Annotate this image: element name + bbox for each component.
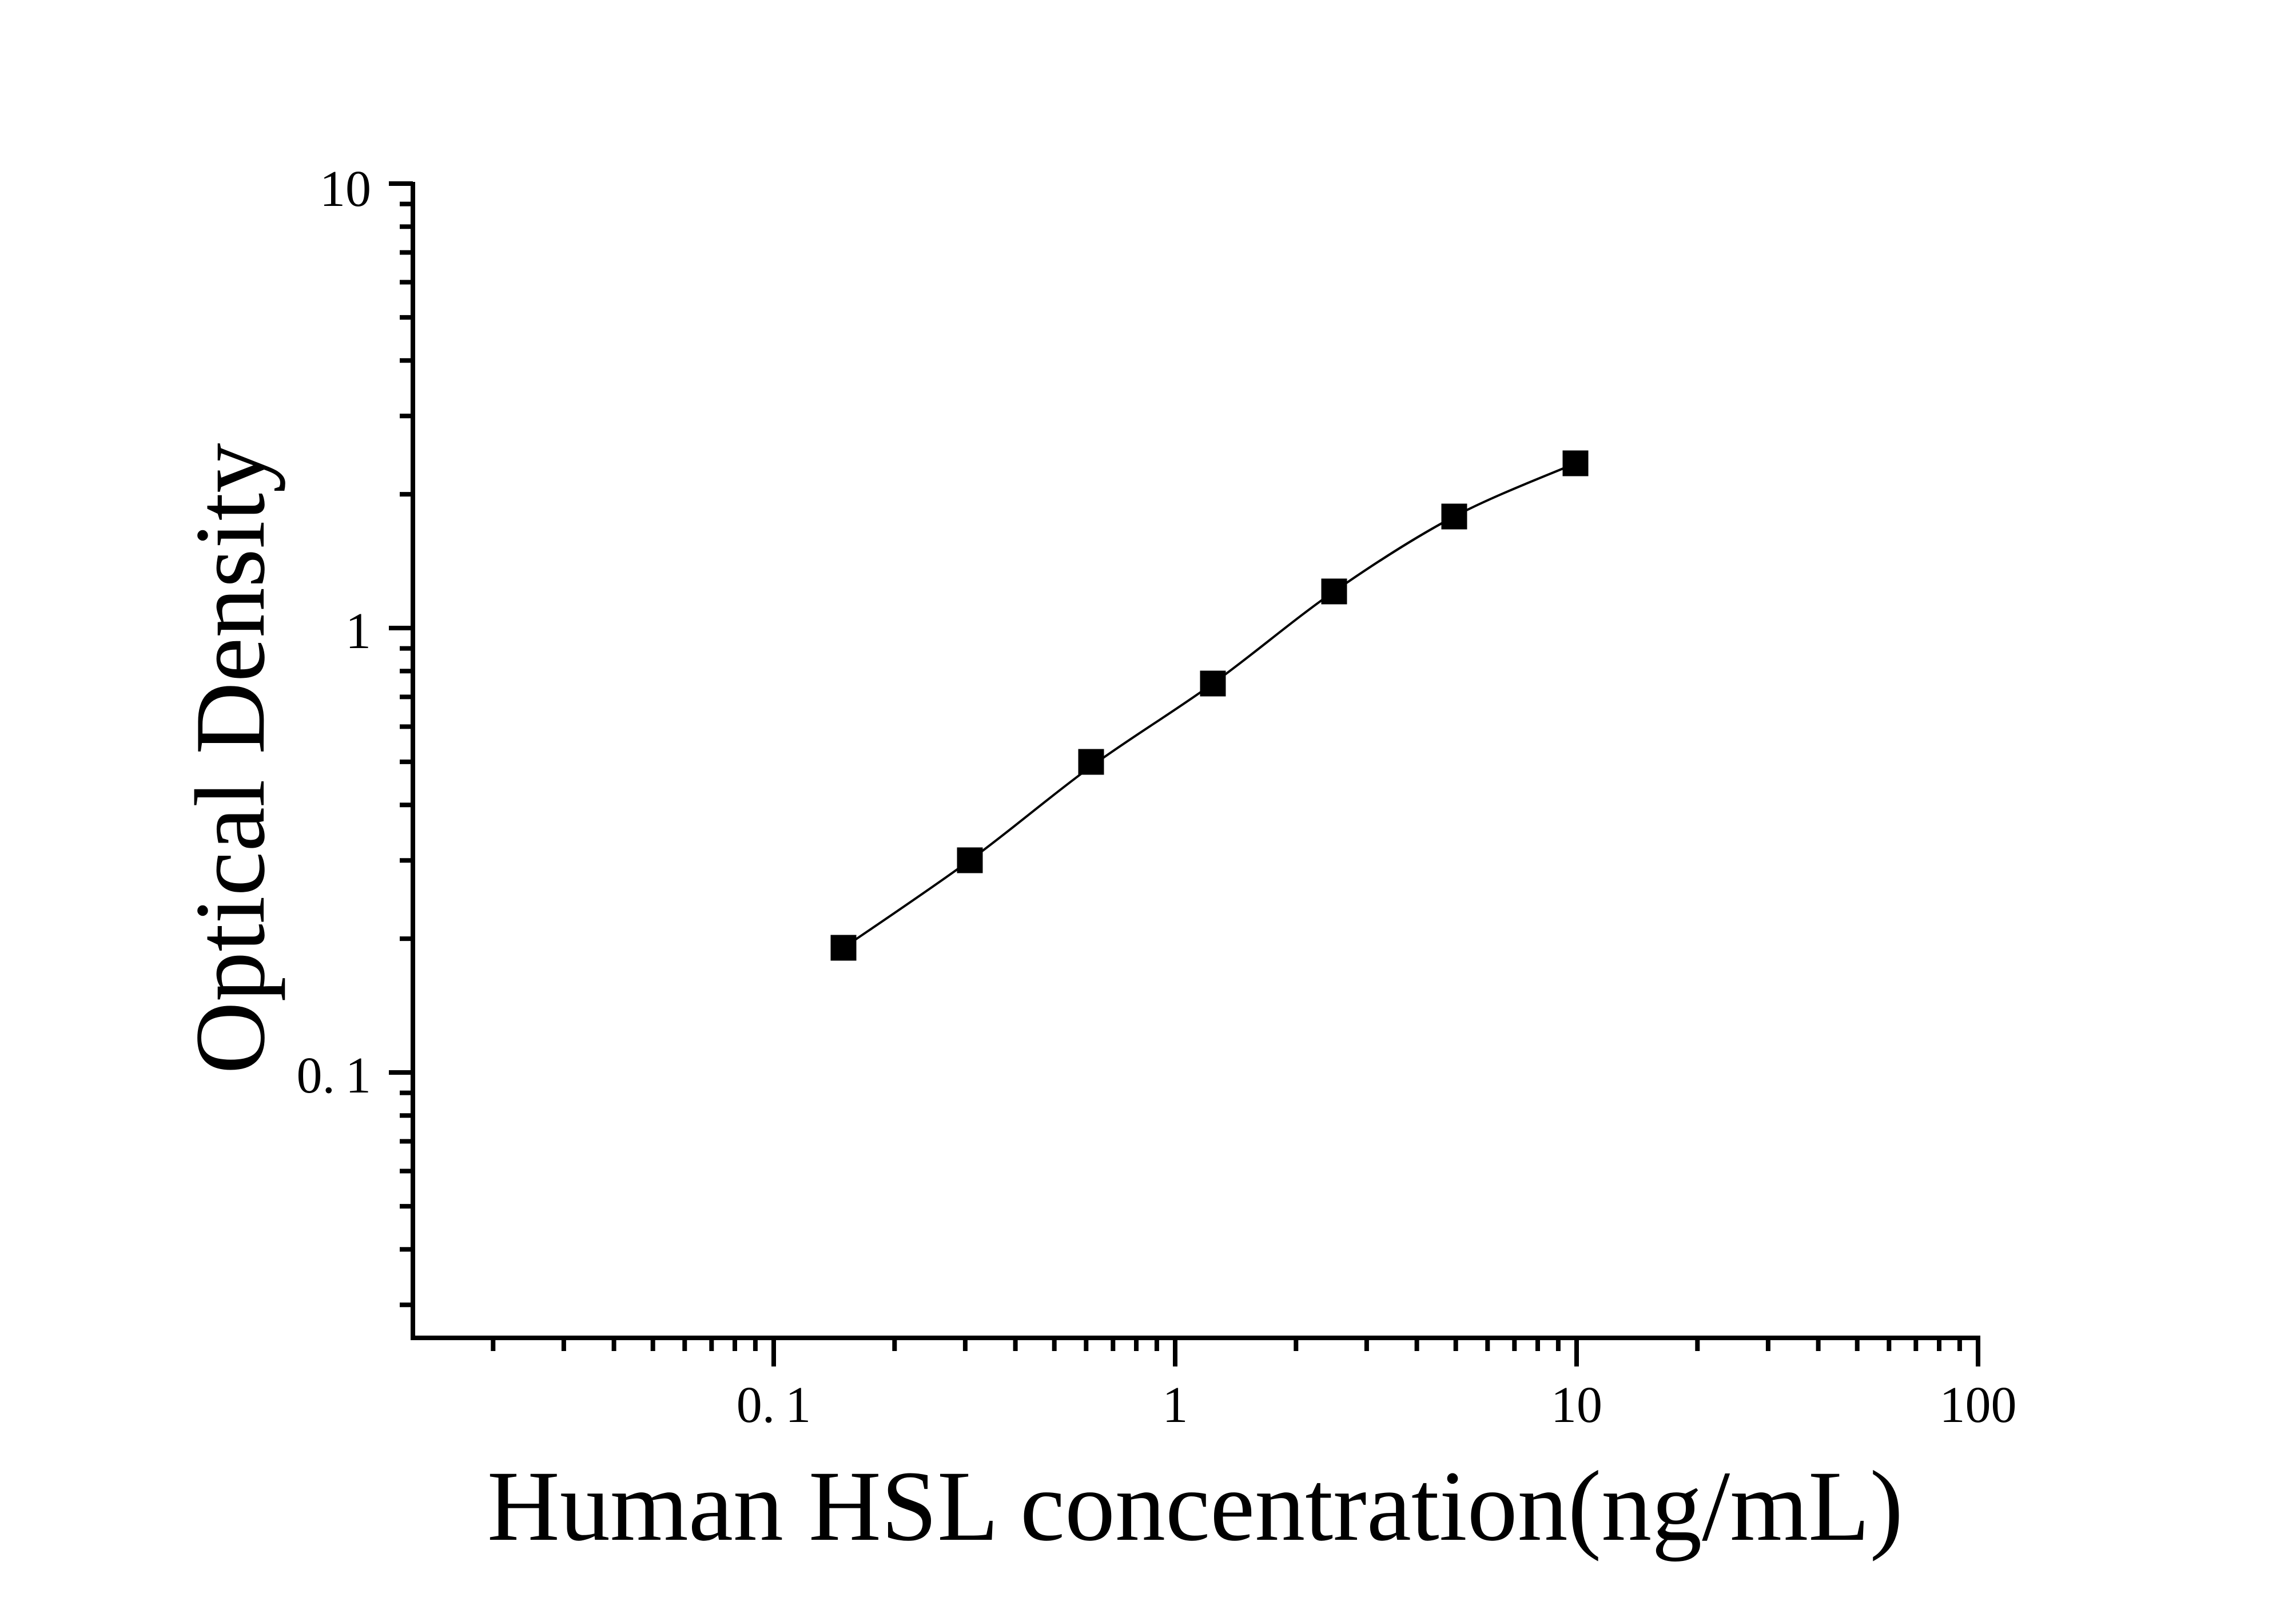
svg-text:0. 1: 0. 1 (296, 1047, 371, 1104)
svg-text:1: 1 (1163, 1377, 1188, 1433)
svg-text:10: 10 (320, 161, 371, 217)
svg-text:10: 10 (1551, 1377, 1602, 1433)
svg-text:1: 1 (345, 603, 371, 660)
svg-text:Human HSL concentration(ng/mL): Human HSL concentration(ng/mL) (487, 1451, 1903, 1562)
svg-text:Optical Density: Optical Density (174, 443, 285, 1074)
svg-text:0. 1: 0. 1 (737, 1377, 811, 1433)
svg-text:100: 100 (1940, 1377, 2017, 1433)
